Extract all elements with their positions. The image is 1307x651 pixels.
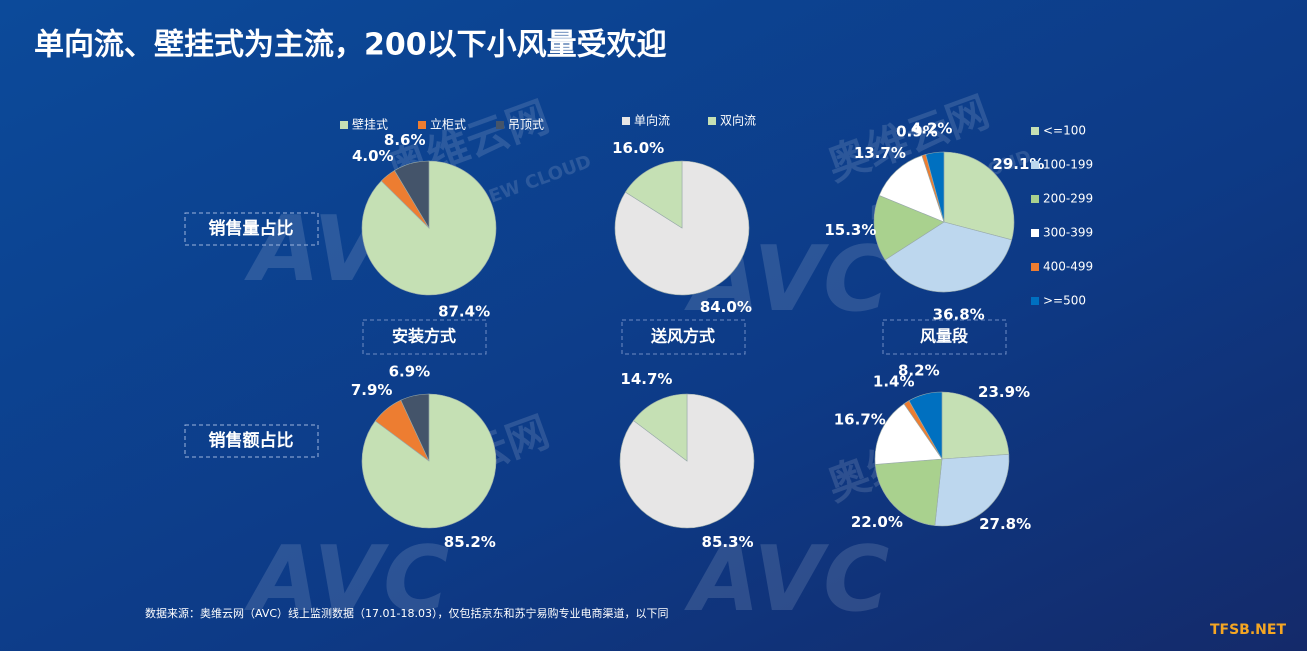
pie-slice xyxy=(884,221,1013,293)
legend-swatch xyxy=(496,121,504,129)
legend-swatch xyxy=(340,121,348,129)
row-label-box xyxy=(184,424,319,458)
pie-slice xyxy=(400,393,430,462)
column-label-box xyxy=(621,319,746,355)
pie-slice xyxy=(874,403,943,465)
pie-slice xyxy=(925,151,945,223)
pie-slice xyxy=(941,391,1010,460)
legend-swatch xyxy=(418,121,426,129)
data-label: 15.3% xyxy=(824,221,876,239)
slide-title: 单向流、壁挂式为主流，200以下小风量受欢迎 xyxy=(34,28,667,63)
source-note: 数据来源：奥维云网（AVC）线上监测数据（17.01-18.03），仅包括京东和… xyxy=(145,606,668,620)
watermark-logo: AVC xyxy=(244,527,449,632)
legend-label: 双向流 xyxy=(720,113,756,128)
data-label: 22.0% xyxy=(851,513,903,531)
legend-label: <=100 xyxy=(1043,124,1086,138)
pie-slice xyxy=(878,155,945,223)
pie-slice xyxy=(625,160,683,229)
column-label: 安装方式 xyxy=(392,327,456,346)
column-label-box xyxy=(882,319,1007,355)
data-label: 8.2% xyxy=(898,362,940,380)
data-label: 0.9% xyxy=(896,122,938,140)
pie-slice xyxy=(874,458,943,526)
pie-slice xyxy=(873,195,945,261)
legend-label: 200-299 xyxy=(1043,192,1093,206)
data-label: 4.2% xyxy=(911,119,953,137)
data-label: 84.0% xyxy=(700,298,752,316)
data-label: 4.0% xyxy=(352,147,394,165)
pie-slice xyxy=(633,393,688,462)
legend-swatch xyxy=(1031,263,1039,271)
legend-label: 400-499 xyxy=(1043,260,1093,274)
legend-label: 100-199 xyxy=(1043,158,1093,172)
legend-swatch xyxy=(1031,127,1039,135)
data-label: 16.0% xyxy=(612,139,664,157)
legend-label: 立柜式 xyxy=(430,117,466,132)
data-label: 23.9% xyxy=(978,383,1030,401)
pie-slice xyxy=(394,160,430,230)
row-label: 销售额占比 xyxy=(209,430,294,451)
data-label: 14.7% xyxy=(620,370,672,388)
data-label: 87.4% xyxy=(438,302,490,320)
column-label-box xyxy=(362,319,487,355)
column-label: 风量段 xyxy=(920,327,969,346)
data-label: 6.9% xyxy=(389,363,431,381)
corner-mark: TFSB.NET xyxy=(1210,622,1286,638)
legend-label: 壁挂式 xyxy=(352,117,388,132)
pie-slice xyxy=(934,454,1010,527)
row-label: 销售量占比 xyxy=(209,218,294,239)
pie-slice xyxy=(908,391,943,461)
legend-swatch xyxy=(1031,229,1039,237)
data-label: 16.7% xyxy=(834,410,886,428)
data-label: 7.9% xyxy=(351,381,393,399)
row-label-box xyxy=(184,212,319,246)
legend-label: 单向流 xyxy=(634,113,670,128)
data-label: 8.6% xyxy=(384,131,426,149)
legend-label: 吊顶式 xyxy=(508,118,544,132)
column-label: 送风方式 xyxy=(650,327,715,346)
pie-slice xyxy=(943,151,1015,241)
data-label: 27.8% xyxy=(979,515,1031,533)
legend-swatch xyxy=(1031,297,1039,305)
watermark-logo: AVC xyxy=(684,527,889,632)
data-label: 36.8% xyxy=(933,305,985,323)
legend-label: >=500 xyxy=(1043,294,1086,308)
legend-swatch xyxy=(708,117,716,125)
legend-swatch xyxy=(1031,195,1039,203)
legend-swatch xyxy=(622,117,630,125)
data-label: 1.4% xyxy=(873,372,915,390)
data-label: 85.2% xyxy=(444,533,496,551)
legend-label: 300-399 xyxy=(1043,226,1093,240)
legend-swatch xyxy=(1031,161,1039,169)
data-label: 85.3% xyxy=(702,533,754,551)
data-label: 13.7% xyxy=(854,144,906,162)
